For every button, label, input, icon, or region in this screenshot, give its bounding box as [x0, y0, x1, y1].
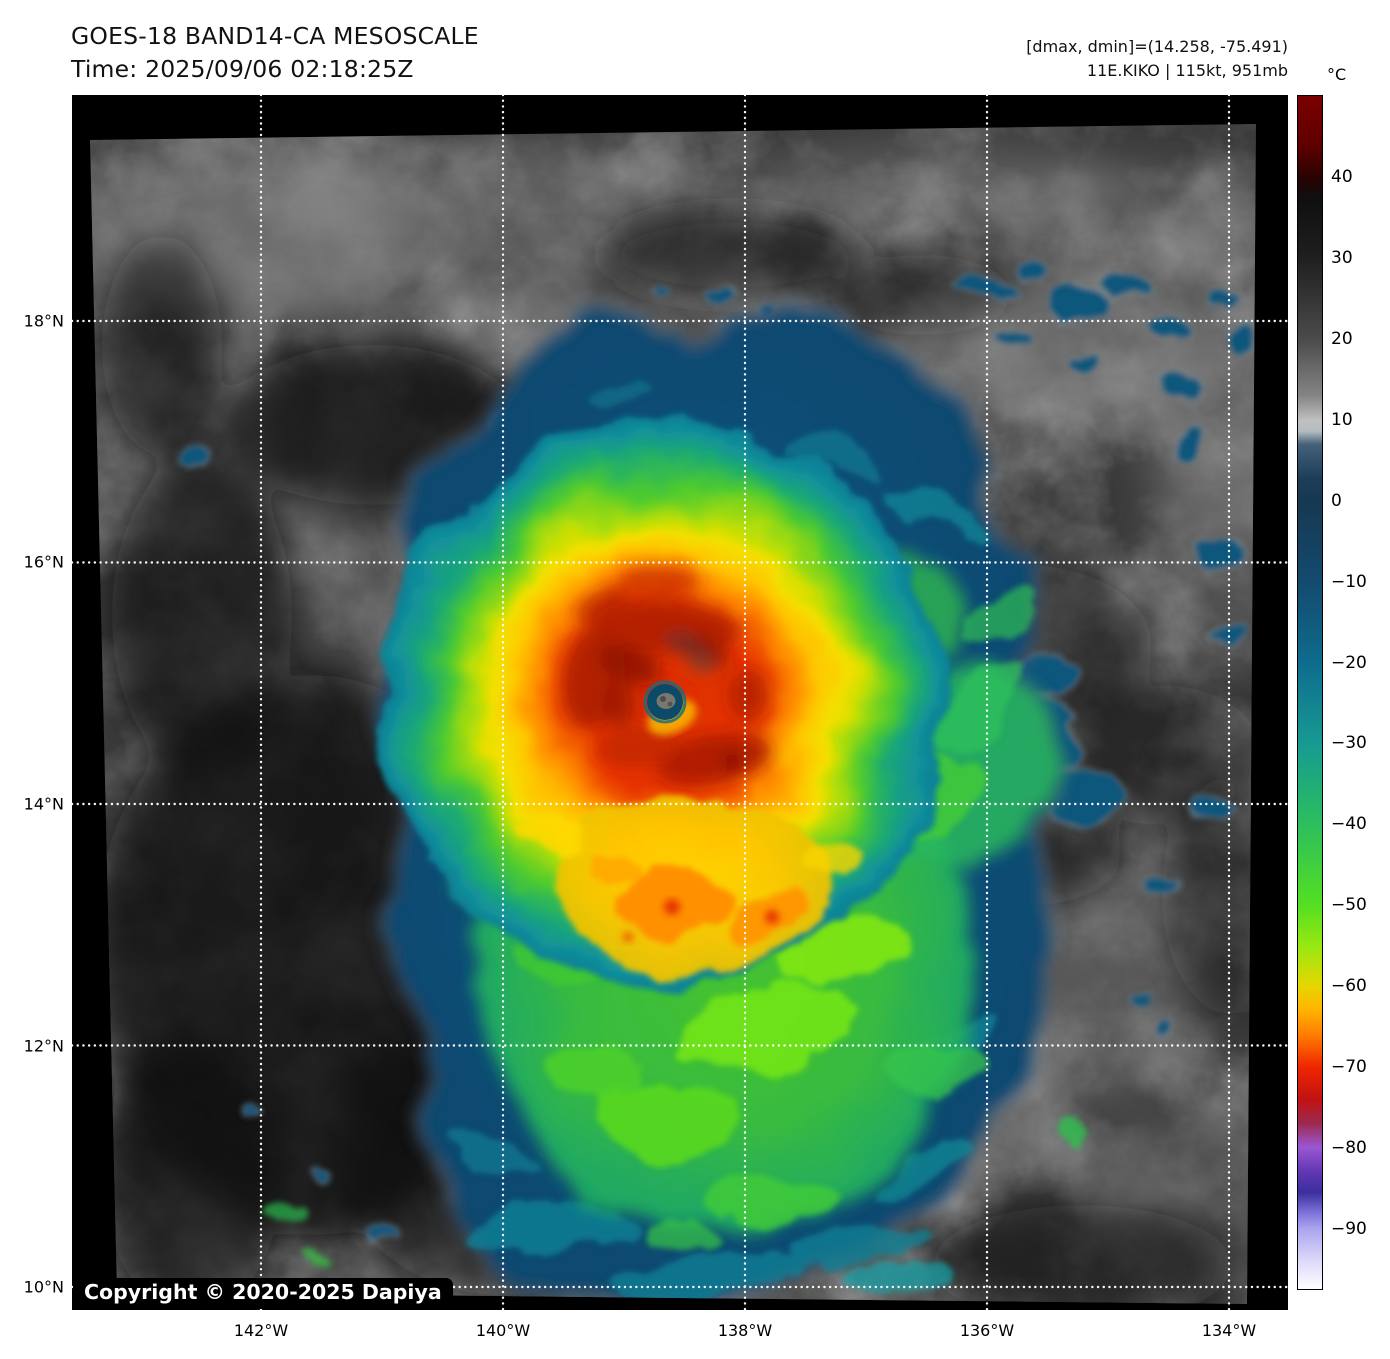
x-tick-label: 140°W — [475, 1321, 531, 1340]
hurricane-eye — [643, 680, 697, 736]
figure-subtitle: Time: 2025/09/06 02:18:25Z — [71, 55, 414, 83]
warm-eye-pixels — [656, 693, 676, 709]
x-tick-label: 142°W — [233, 1321, 289, 1340]
y-tick-label: 16°N — [23, 552, 64, 572]
dmax-dmin-annotation: [dmax, dmin]=(14.258, -75.491) — [1026, 37, 1288, 56]
x-tick-label: 134°W — [1201, 1321, 1257, 1340]
copyright-badge: Copyright © 2020-2025 Dapiya — [73, 1278, 453, 1309]
colorbar-tick-label: 10 — [1331, 410, 1353, 430]
colorbar-tick-label: −80 — [1331, 1138, 1367, 1158]
colorbar-tick-label: −20 — [1331, 653, 1367, 673]
colorbar-tick-label: −60 — [1331, 976, 1367, 996]
colorbar-tick-label: −90 — [1331, 1219, 1367, 1239]
colorbar-tick-label: 30 — [1331, 248, 1353, 268]
colorbar-tick-label: −30 — [1331, 733, 1367, 753]
southern-warm-lobe — [520, 799, 863, 975]
y-tick-label: 10°N — [23, 1277, 64, 1297]
figure-title: GOES-18 BAND14-CA MESOSCALE — [71, 22, 479, 50]
satellite-data-swath — [90, 124, 1256, 1304]
colorbar-tick-label: −10 — [1331, 572, 1367, 592]
storm-annotation: 11E.KIKO | 115kt, 951mb — [1086, 61, 1288, 80]
satellite-ir-image — [70, 93, 1290, 1312]
eyewall-dark-red-blotches — [563, 564, 772, 785]
colorbar-tick-label: 0 — [1331, 491, 1342, 511]
x-tick-label: 136°W — [959, 1321, 1015, 1340]
x-tick-label: 138°W — [717, 1321, 773, 1340]
y-tick-label: 14°N — [23, 794, 64, 814]
colorbar-tick-label: 40 — [1331, 167, 1353, 187]
embedded-hot-towers — [623, 899, 779, 942]
temperature-colorbar — [1297, 95, 1323, 1290]
colorbar-unit-label: °C — [1327, 65, 1347, 84]
colorbar-tick-label: −40 — [1331, 814, 1367, 834]
y-tick-label: 18°N — [23, 311, 64, 331]
colorbar-tick-label: −70 — [1331, 1057, 1367, 1077]
colorbar-tick-label: −50 — [1331, 895, 1367, 915]
map-plot — [70, 93, 1290, 1312]
y-tick-label: 12°N — [23, 1036, 64, 1056]
colorbar-tick-label: 20 — [1331, 329, 1353, 349]
